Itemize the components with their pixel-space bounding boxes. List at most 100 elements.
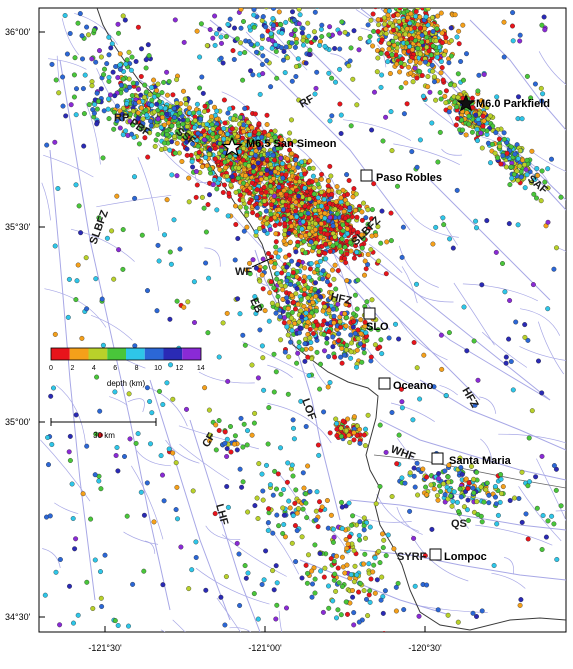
quake-point	[119, 83, 124, 88]
quake-point	[293, 209, 298, 214]
quake-point	[308, 336, 313, 341]
quake-point	[81, 86, 86, 91]
quake-point	[357, 533, 362, 538]
quake-point	[407, 509, 412, 514]
quake-point	[412, 340, 417, 345]
quake-point	[249, 151, 254, 156]
quake-point	[382, 16, 387, 21]
quake-point	[339, 500, 344, 505]
quake-point	[295, 351, 300, 356]
quake-point	[72, 547, 77, 552]
quake-point	[222, 98, 227, 103]
quake-point	[331, 244, 336, 249]
quake-point	[225, 437, 230, 442]
quake-point	[277, 207, 282, 212]
quake-point	[275, 581, 280, 586]
quake-point	[285, 157, 290, 162]
quake-point	[241, 129, 246, 134]
quake-point	[305, 39, 310, 44]
town-square-paso-robles	[361, 170, 372, 181]
quake-point	[99, 486, 104, 491]
quake-point	[164, 70, 169, 75]
quake-point	[368, 525, 373, 530]
quake-point	[241, 480, 246, 485]
quake-point	[252, 411, 257, 416]
quake-point	[296, 194, 301, 199]
quake-point	[408, 59, 413, 64]
quake-point	[221, 126, 226, 131]
quake-point	[142, 569, 147, 574]
quake-point	[439, 59, 444, 64]
quake-point	[274, 239, 279, 244]
quake-point	[389, 109, 394, 114]
quake-point	[367, 588, 372, 593]
quake-point	[226, 214, 231, 219]
quake-point	[350, 514, 355, 519]
quake-point	[384, 271, 389, 276]
quake-point	[213, 146, 218, 151]
quake-point	[479, 485, 484, 490]
quake-point	[61, 104, 66, 109]
quake-point	[275, 271, 280, 276]
quake-point	[154, 88, 159, 93]
quake-point	[261, 287, 266, 292]
quake-point	[191, 489, 196, 494]
quake-point	[520, 470, 525, 475]
colorbar-cell	[164, 348, 183, 360]
quake-point	[175, 141, 180, 146]
quake-point	[291, 513, 296, 518]
quake-point	[431, 242, 436, 247]
quake-point	[180, 159, 185, 164]
quake-point	[452, 83, 457, 88]
quake-point	[504, 361, 509, 366]
quake-point	[369, 577, 374, 582]
quake-point	[269, 212, 274, 217]
quake-point	[197, 86, 202, 91]
quake-point	[318, 362, 323, 367]
quake-point	[195, 102, 200, 107]
quake-point	[274, 311, 279, 316]
quake-point	[447, 488, 452, 493]
quake-point	[288, 340, 293, 345]
quake-point	[57, 623, 62, 628]
quake-point	[306, 355, 311, 360]
quake-point	[498, 144, 503, 149]
quake-point	[261, 489, 266, 494]
quake-point	[264, 463, 269, 468]
quake-point	[211, 36, 216, 41]
quake-point	[292, 437, 297, 442]
quake-point	[136, 431, 141, 436]
quake-point	[436, 160, 441, 165]
quake-point	[90, 57, 95, 62]
quake-point	[252, 421, 257, 426]
quake-point	[203, 104, 208, 109]
quake-point	[162, 141, 167, 146]
quake-point	[100, 297, 105, 302]
quake-point	[313, 92, 318, 97]
quake-point	[221, 190, 226, 195]
quake-point	[182, 305, 187, 310]
quake-point	[502, 131, 507, 136]
quake-point	[289, 224, 294, 229]
quake-point	[54, 570, 59, 575]
quake-point	[302, 172, 307, 177]
quake-point	[165, 381, 170, 386]
quake-point	[300, 576, 305, 581]
quake-point	[330, 599, 335, 604]
quake-point	[313, 287, 318, 292]
quake-point	[344, 600, 349, 605]
quake-point	[384, 240, 389, 245]
quake-point	[460, 128, 465, 133]
quake-point	[140, 233, 145, 238]
quake-point	[156, 82, 161, 87]
quake-point	[381, 139, 386, 144]
quake-point	[446, 613, 451, 618]
quake-point	[266, 506, 271, 511]
quake-point	[474, 470, 479, 475]
town-label-santa-maria: Santa Maria	[449, 455, 512, 467]
quake-point	[371, 29, 376, 34]
quake-point	[349, 350, 354, 355]
quake-point	[467, 114, 472, 119]
quake-point	[99, 55, 104, 60]
quake-point	[358, 342, 363, 347]
